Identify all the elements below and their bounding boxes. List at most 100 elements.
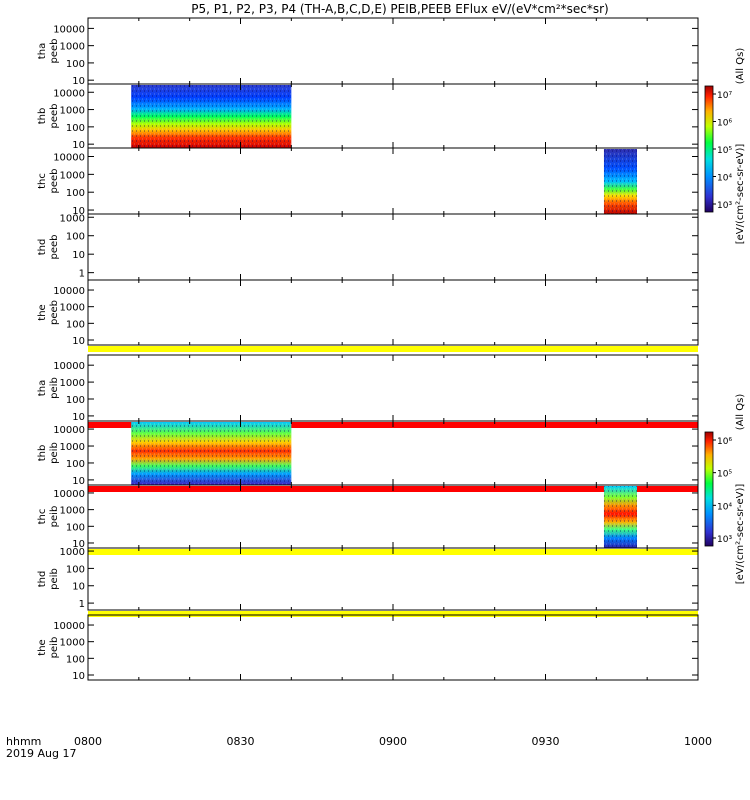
y-tick-label: 100 [66,522,85,533]
panel-probe-label: thd [37,571,48,588]
spectrogram-texture [603,149,637,214]
panel-tha-peeb: 10000 1000 100 10 tha peeb [37,17,699,87]
y-tick-label: 1000 [60,442,85,453]
y-tick-label: 1000 [60,378,85,389]
panel-instrument-label: peeb [49,104,60,129]
panel-instrument-label: peeb [49,300,60,325]
y-tick-label: 100 [66,319,85,330]
panel-probe-label: the [37,304,48,320]
colorbar-gradient [704,85,714,213]
panel-probe-label: thb [37,108,48,125]
y-tick-label: 10 [72,582,85,593]
y-tick-label: 10000 [53,24,85,35]
panel-the-peeb: 10000 1000 100 10 the peeb [37,279,699,352]
panel-frame [87,213,699,281]
colorbar-tick-label: 10⁵ [717,470,732,480]
y-tick-label: 1000 [60,547,85,558]
y-tick-label: 10000 [53,153,85,164]
x-tick-label: 0800 [74,735,102,748]
colorbars: 10⁷ 10⁶ 10⁵ 10⁴ 10³ [eV/(cm²-sec-sr-eV)] (All … [704,48,746,584]
panel-instrument-label: peeb [49,39,60,64]
y-tick-label: 10 [72,140,85,151]
panel-thb-peeb: 10000 1000 100 10 thb peeb [37,83,699,151]
panel-instrument-label: peib [49,568,60,590]
y-tick-label: 1 [79,599,85,610]
y-tick-label: 1000 [60,106,85,117]
quality-flag-bar [88,346,698,352]
y-tick-label: 1000 [60,303,85,314]
panel-instrument-label: peib [49,442,60,464]
y-tick-label: 10 [72,250,85,261]
y-tick-label: 10000 [53,286,85,297]
colorbar-tick-label: 10³ [717,535,732,545]
panel-instrument-label: peib [49,506,60,528]
y-tick-label: 1000 [60,170,85,181]
time-axis: 0800 0830 0900 0930 1000 [74,735,712,748]
panel-probe-label: thc [37,173,48,189]
x-tick-label: 0900 [379,735,407,748]
panel-instrument-label: peeb [49,169,60,194]
panel-thc-peeb: 10000 1000 100 10 thc peeb [37,147,699,217]
panel-thd-peib: 1000 100 10 1 thd peib [37,547,699,617]
colorbar-tick-label: 10⁴ [717,174,732,184]
panel-frame [87,279,699,346]
colorbar-tick-label: 10⁵ [717,146,732,156]
panel-thb-peib: 10000 1000 100 10 thb peib [37,420,699,492]
y-tick-label: 1000 [60,506,85,517]
y-tick-label: 10 [72,76,85,87]
panel-the-peib: 10000 1000 100 10 the peib [37,614,699,682]
panel-tha-peib: 10000 1000 100 10 tha peib [37,354,699,428]
y-tick-label: 10 [72,671,85,682]
colorbar-tick-label: 10⁷ [717,91,732,101]
panel-thd-peeb: 1000 100 10 1 thd peeb [37,213,699,281]
y-tick-label: 1000 [60,42,85,53]
y-tick-label: 10 [72,476,85,487]
panel-instrument-label: peeb [49,235,60,260]
colorbar-label: [eV/(cm²-sec-sr-eV)] [735,144,746,245]
panel-frame [87,354,699,422]
colorbar-qualifier: (All Qs) [735,394,746,431]
date-label: 2019 Aug 17 [6,747,76,760]
colorbar-tick-label: 10⁶ [717,119,732,129]
figure-title: P5, P1, P2, P3, P4 (TH-A,B,C,D,E) PEIB,P… [191,2,608,16]
panel-frame [87,547,699,611]
y-tick-label: 10000 [53,621,85,632]
panel-thc-peib: 10000 1000 100 10 thc peib [37,484,699,555]
colorbar-tick-label: 10⁴ [717,502,732,512]
y-tick-label: 10000 [53,361,85,372]
panel-probe-label: tha [37,380,48,396]
panel-instrument-label: peib [49,637,60,659]
x-tick-label: 0930 [532,735,560,748]
colorbar: 10⁷ 10⁶ 10⁵ 10⁴ 10³ [eV/(cm²-sec-sr-eV)] (All … [704,48,746,245]
x-tick-label: 0830 [227,735,255,748]
y-tick-label: 100 [66,123,85,134]
y-tick-label: 10 [72,336,85,347]
panel-instrument-label: peib [49,377,60,399]
colorbar-gradient [704,431,714,547]
y-tick-label: 10000 [53,425,85,436]
y-tick-label: 100 [66,564,85,575]
y-tick-label: 1000 [60,638,85,649]
quality-flag-bar [88,611,698,617]
y-tick-label: 10 [72,412,85,423]
spectrogram-texture [603,486,637,548]
colorbar-qualifier: (All Qs) [735,48,746,85]
panel-frame [87,17,699,85]
y-tick-label: 100 [66,59,85,70]
colorbar: 10⁶ 10⁵ 10⁴ 10³ [eV/(cm²-sec-sr-eV)] (All Qs) [704,394,746,584]
y-tick-label: 100 [66,188,85,199]
y-tick-label: 10000 [53,88,85,99]
y-tick-label: 100 [66,232,85,243]
y-tick-label: 100 [66,459,85,470]
panel-probe-label: thc [37,509,48,525]
panel-probe-label: thd [37,239,48,256]
y-tick-label: 1000 [60,213,85,224]
spectrogram-texture [131,85,292,148]
y-tick-label: 10000 [53,489,85,500]
panel-probe-label: thb [37,445,48,462]
panel-probe-label: tha [37,43,48,59]
colorbar-tick-label: 10⁶ [717,437,732,447]
y-tick-label: 1 [79,269,85,280]
y-tick-label: 100 [66,395,85,406]
